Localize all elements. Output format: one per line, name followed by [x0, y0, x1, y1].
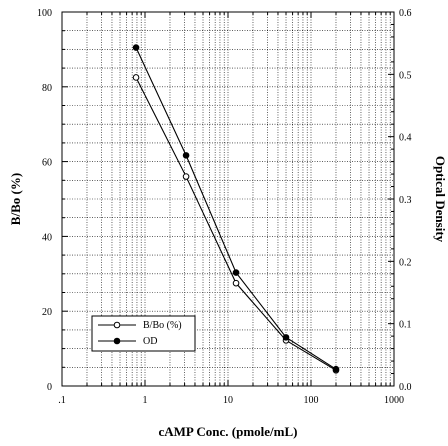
x-tick-label: 10: [223, 395, 233, 406]
plot-frame: [61, 11, 395, 387]
y2-tick-label: 0.0: [399, 382, 412, 393]
legend-marker-bbo: [113, 321, 121, 329]
x-axis-title: cAMP Conc. (pmole/mL): [158, 424, 297, 439]
y2-tick-label: 0.5: [399, 70, 412, 81]
y2-tick-label: 0.1: [399, 320, 412, 331]
y-tick-label: 20: [42, 307, 52, 318]
legend: B/Bo (%) OD: [91, 315, 196, 352]
y-tick-label: 100: [37, 8, 52, 19]
y-tick-label: 40: [42, 232, 52, 243]
y2-tick-label: 0.4: [399, 133, 412, 144]
data-point-0: [182, 173, 190, 180]
data-point-1: [332, 365, 340, 373]
y-tick-label: 60: [42, 158, 52, 169]
x-tick-label: 100: [304, 395, 319, 406]
grid: [62, 12, 394, 386]
data-point-1: [132, 44, 140, 51]
data-point-1: [182, 152, 190, 159]
series-layer: [132, 44, 340, 374]
data-point-1: [282, 334, 290, 341]
data-point-0: [132, 74, 140, 81]
y-tick-label: 80: [42, 83, 52, 94]
y-axis-title: B/Bo (%): [8, 173, 23, 225]
x-tick-label: 1000: [384, 395, 404, 406]
legend-label-bbo: B/Bo (%): [143, 320, 182, 331]
data-point-1: [232, 269, 240, 276]
y-tick-label: 0: [47, 382, 52, 393]
y2-tick-label: 0.6: [399, 8, 412, 19]
x-tick-label: .1: [58, 395, 66, 406]
y2-tick-label: 0.2: [399, 257, 412, 268]
legend-label-od: OD: [143, 336, 157, 347]
data-point-0: [232, 279, 240, 287]
x-tick-label: 1: [143, 395, 148, 406]
legend-marker-od: [113, 337, 121, 345]
legend-box: [91, 315, 196, 352]
tick-labels: .1 1 10 100 1000 0 20 40 60 80 100 0.0 0.1 0.2 0.3 0.4 0…: [37, 8, 412, 406]
y2-axis-title: Optical Density: [433, 156, 448, 243]
y2-tick-label: 0.3: [399, 195, 412, 206]
